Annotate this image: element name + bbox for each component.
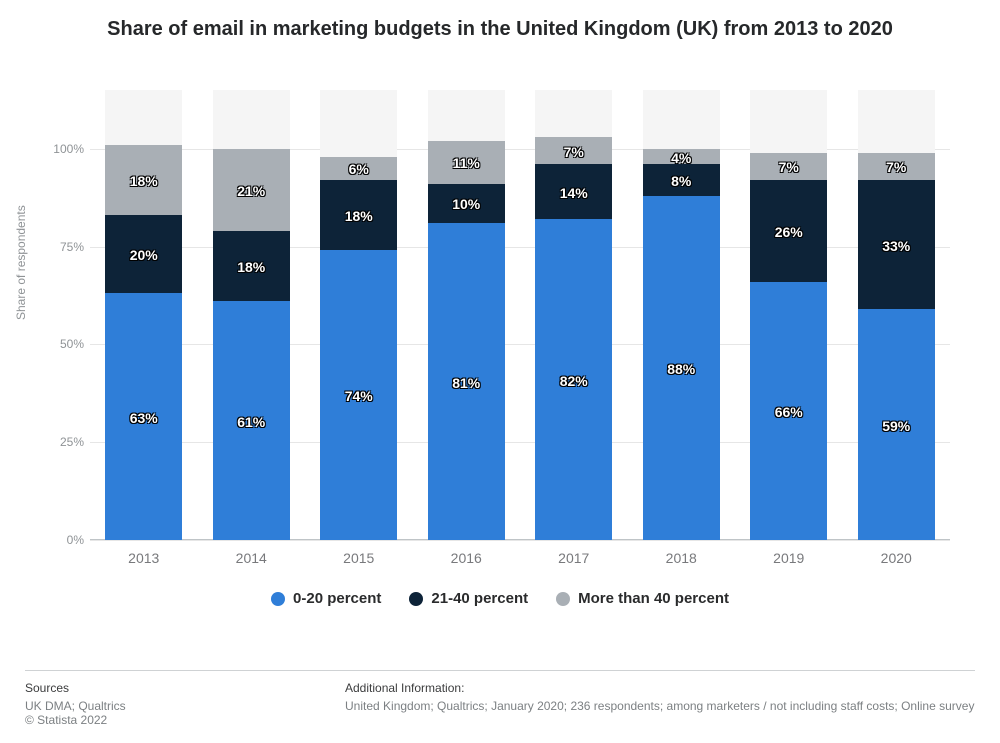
legend-item: 21-40 percent [409, 590, 528, 607]
bar-segment [320, 157, 397, 180]
bar-segment [750, 180, 827, 282]
bar-segment [858, 153, 935, 180]
bar-column: 82%14%7%2017 [535, 90, 612, 540]
chart-title: Share of email in marketing budgets in t… [0, 0, 1000, 51]
x-tick-label: 2015 [320, 550, 397, 566]
bar-segment [213, 231, 290, 301]
y-tick-label: 100% [46, 142, 84, 156]
bar-segment [643, 164, 720, 195]
bar-column: 66%26%7%2019 [750, 90, 827, 540]
bar-segment [213, 301, 290, 540]
legend-swatch [409, 592, 423, 606]
y-tick-label: 0% [46, 533, 84, 547]
x-tick-label: 2019 [750, 550, 827, 566]
bar-segment [643, 196, 720, 540]
bar-column: 74%18%6%2015 [320, 90, 397, 540]
bar-segment [535, 219, 612, 540]
bar-column: 63%20%18%2013 [105, 90, 182, 540]
bar-segment [428, 184, 505, 223]
bar-segment [428, 141, 505, 184]
legend-label: 0-20 percent [293, 590, 381, 607]
bar-column: 81%10%11%2016 [428, 90, 505, 540]
bar-segment [105, 293, 182, 540]
bar-segment [858, 180, 935, 309]
bar-segment [643, 149, 720, 165]
sources-heading: Sources [25, 681, 325, 695]
x-tick-label: 2017 [535, 550, 612, 566]
footer: Sources UK DMA; Qualtrics © Statista 202… [25, 670, 975, 727]
x-tick-label: 2018 [643, 550, 720, 566]
legend-item: 0-20 percent [271, 590, 381, 607]
bar-segment [858, 309, 935, 540]
gridline [90, 540, 950, 541]
legend-item: More than 40 percent [556, 590, 729, 607]
yaxis-title: Share of respondents [14, 205, 28, 320]
bar-segment [535, 137, 612, 164]
legend-label: More than 40 percent [578, 590, 729, 607]
legend-swatch [271, 592, 285, 606]
bar-segment [213, 149, 290, 231]
y-tick-label: 25% [46, 435, 84, 449]
bar-segment [535, 164, 612, 219]
bar-column: 88%8%4%2018 [643, 90, 720, 540]
bar-segment [105, 145, 182, 215]
y-tick-label: 75% [46, 240, 84, 254]
bar-column: 59%33%7%2020 [858, 90, 935, 540]
bar-column: 61%18%21%2014 [213, 90, 290, 540]
x-tick-label: 2020 [858, 550, 935, 566]
additional-info-text: United Kingdom; Qualtrics; January 2020;… [345, 699, 975, 713]
bar-segment [750, 282, 827, 540]
x-tick-label: 2013 [105, 550, 182, 566]
legend: 0-20 percent 21-40 percent More than 40 pe… [0, 590, 1000, 610]
plot-area: 0%25%50%75%100%63%20%18%201361%18%21%201… [70, 70, 970, 570]
additional-info-heading: Additional Information: [345, 681, 975, 695]
bar-segment [105, 215, 182, 293]
legend-swatch [556, 592, 570, 606]
x-tick-label: 2014 [213, 550, 290, 566]
sources-line: © Statista 2022 [25, 713, 325, 727]
y-tick-label: 50% [46, 337, 84, 351]
bar-segment [750, 153, 827, 180]
legend-label: 21-40 percent [431, 590, 528, 607]
bar-segment [320, 250, 397, 540]
sources-line: UK DMA; Qualtrics [25, 699, 325, 713]
bar-segment [428, 223, 505, 540]
bar-segment [320, 180, 397, 250]
x-tick-label: 2016 [428, 550, 505, 566]
